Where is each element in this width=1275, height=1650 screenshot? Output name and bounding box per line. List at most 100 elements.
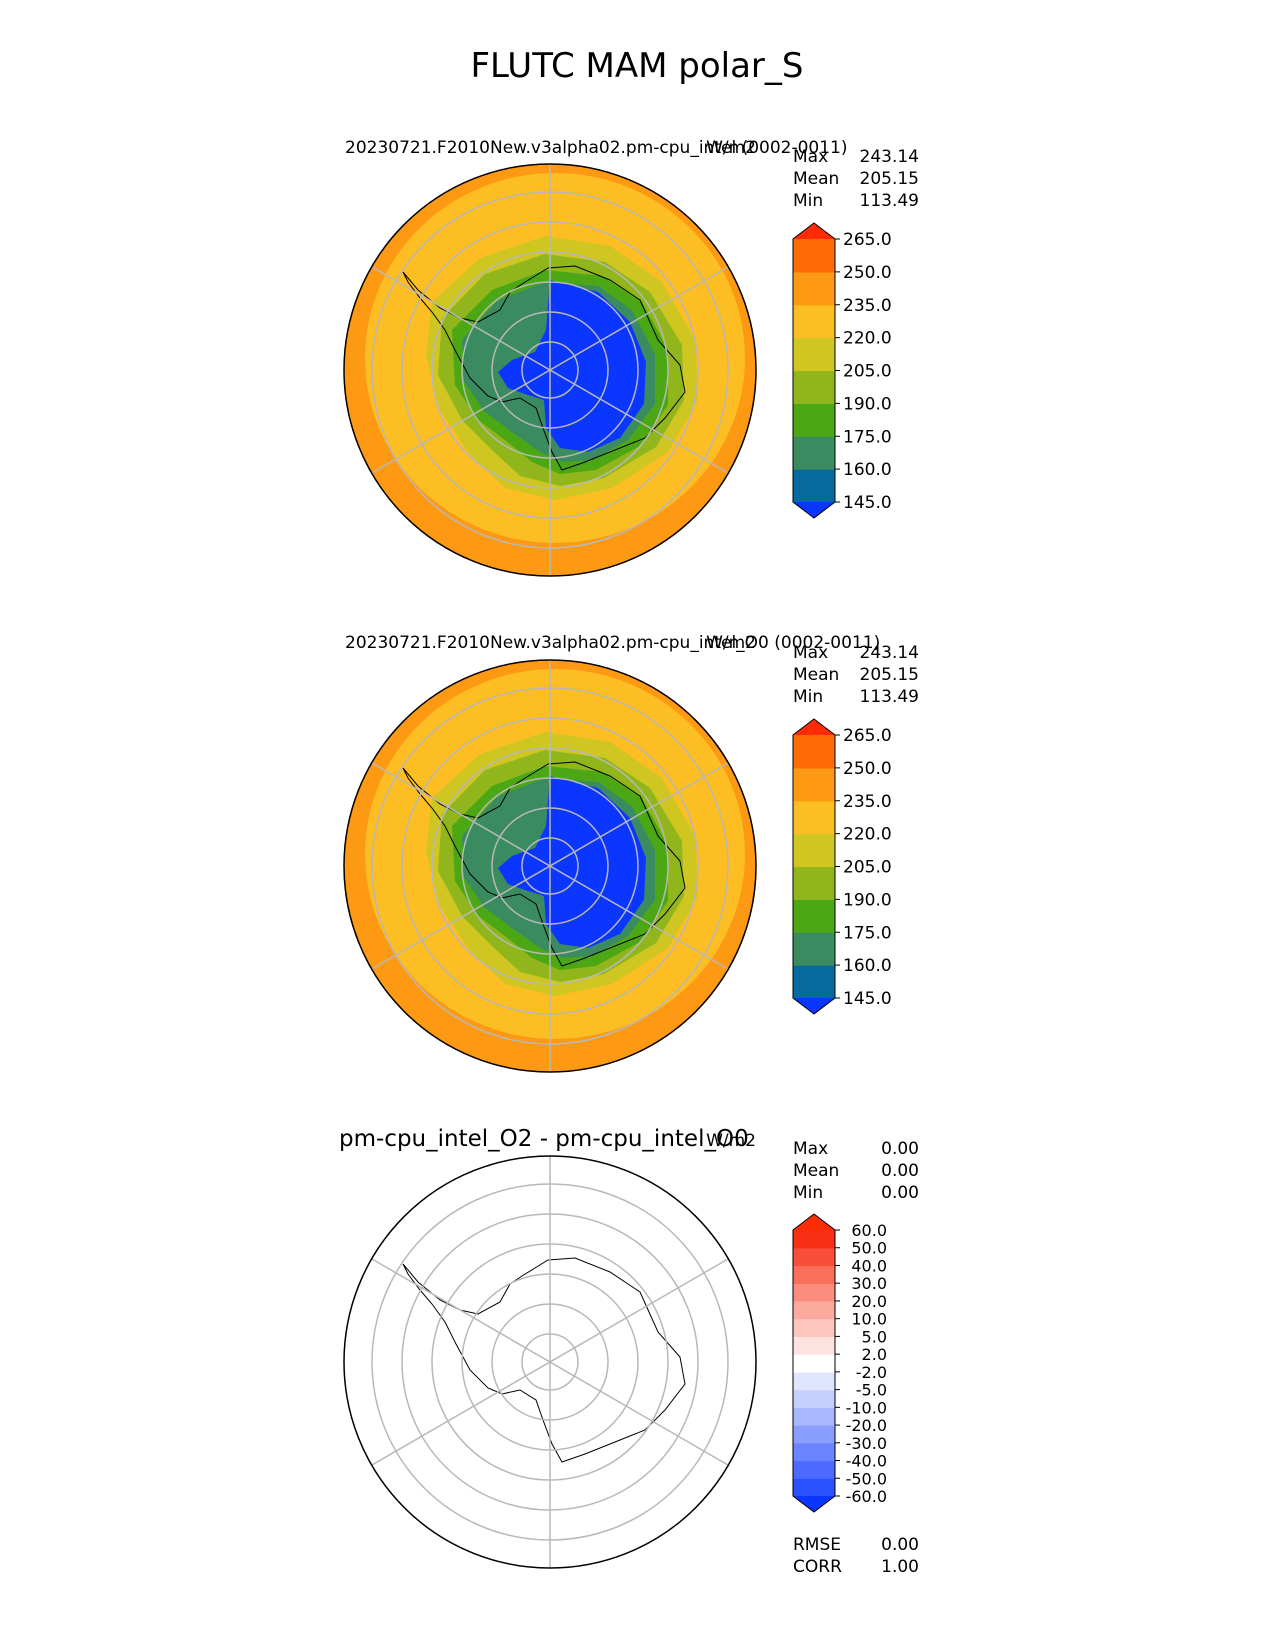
- panel-3-colorbar-bin: [793, 1389, 835, 1408]
- panel-3-colorbar-tick-label: -60.0: [846, 1487, 887, 1506]
- panel-1-colorbar-tick-label: 220.0: [843, 329, 892, 349]
- panel-2: 20230721.F2010New.v3alpha02.pm-cpu_intel…: [343, 633, 919, 1073]
- panel-1-colorbar-bin: [793, 271, 835, 306]
- panel-2-stat-mean-label: Mean: [793, 665, 839, 685]
- panel-2-stat-min-value: 113.49: [860, 687, 919, 707]
- panel-1-colorbar-tick-label: 235.0: [843, 296, 892, 316]
- panel-1-stat-max-value: 243.14: [860, 147, 919, 167]
- panel-2-colorbar-tick-label: 145.0: [843, 989, 892, 1009]
- panel-3-title: pm-cpu_intel_O2 - pm-cpu_intel_O0: [339, 1126, 749, 1152]
- panel-3-metric-rmse-label: RMSE: [793, 1535, 841, 1555]
- panel-2-stats: Max 243.14 Mean 205.15 Min 113.49: [793, 643, 919, 707]
- panel-3-colorbar-tick-label: 20.0: [851, 1292, 887, 1311]
- panel-1-colorbar-bin: [793, 304, 835, 339]
- panel-3-colorbar-tick-label: 5.0: [862, 1327, 887, 1346]
- panel-3-colorbar-tick-label: 40.0: [851, 1256, 887, 1275]
- panel-3-stat-min-label: Min: [793, 1183, 823, 1203]
- panel-3-colorbar-bin: [793, 1230, 835, 1249]
- panel-3-colorbar-tick-label: -50.0: [846, 1469, 887, 1488]
- panel-2-colorbar-bin: [793, 767, 835, 802]
- panel-2-colorbar-bin: [793, 899, 835, 933]
- panel-1-units: W/m2: [706, 138, 756, 158]
- panel-3-colorbar-bin: [793, 1265, 835, 1284]
- panel-3-colorbar-bin: [793, 1247, 835, 1267]
- panel-3-colorbar-bin: [793, 1442, 835, 1462]
- panel-1-plateau: [498, 280, 646, 452]
- panel-1-stats: Max 243.14 Mean 205.15 Min 113.49: [793, 147, 919, 211]
- panel-2-field: [344, 660, 756, 1072]
- panel-3-graticule: [371, 1156, 729, 1568]
- panel-1-coastline: [402, 265, 686, 471]
- panel-2-colorbar-tick-label: 235.0: [843, 792, 892, 812]
- panel-1-graticule: [371, 164, 729, 576]
- panel-1-colorbar-tick-label: 265.0: [843, 230, 892, 250]
- panel-1-stat-min-value: 113.49: [860, 191, 919, 211]
- panel-1-colorbar-extend-min: [793, 502, 835, 518]
- panel-3-colorbar: -60.0-50.0-40.0-30.0-20.0-10.0-5.0-2.02.…: [792, 1213, 887, 1513]
- panel-2-colorbar-bin: [793, 866, 835, 900]
- panel-2-colorbar-tick-label: 250.0: [843, 759, 892, 779]
- panel-2-graticule: [371, 660, 729, 1072]
- panel-3-colorbar-tick-label: 60.0: [851, 1221, 887, 1240]
- panel-1-colorbar-tick-label: 205.0: [843, 362, 892, 382]
- panel-1-colorbar-tick-label: 190.0: [843, 394, 892, 414]
- panel-3-colorbar-tick-label: -2.0: [856, 1363, 887, 1382]
- panel-3-metrics: RMSE 0.00 CORR 1.00: [793, 1535, 919, 1577]
- panel-3-colorbar-bin: [793, 1478, 835, 1497]
- panel-3-colorbar-bin: [793, 1371, 835, 1391]
- panel-1-colorbar-tick-label: 175.0: [843, 427, 892, 447]
- panel-1-stat-max-label: Max: [793, 147, 828, 167]
- panel-3-colorbar-bin: [793, 1354, 835, 1373]
- panel-3-metric-corr-value: 1.00: [881, 1557, 919, 1577]
- panel-3-colorbar-bin: [793, 1336, 835, 1355]
- panel-3-stat-max-label: Max: [793, 1139, 828, 1159]
- panel-2-colorbar-bin: [793, 735, 835, 769]
- panel-2-colorbar-tick-label: 160.0: [843, 956, 892, 976]
- panel-2-plateau: [498, 776, 646, 948]
- panel-1-colorbar-tick-label: 250.0: [843, 263, 892, 283]
- panel-2-colorbar-tick-label: 175.0: [843, 923, 892, 943]
- panel-3-colorbar-tick-label: 30.0: [851, 1274, 887, 1293]
- panel-2-map: [344, 660, 756, 1072]
- panel-1-title: 20230721.F2010New.v3alpha02.pm-cpu_intel…: [345, 138, 848, 158]
- panel-2-units: W/m2: [706, 633, 756, 653]
- panel-3-colorbar-tick-label: 50.0: [851, 1239, 887, 1258]
- panel-2-colorbar-extend-min: [793, 998, 835, 1014]
- panel-1-colorbar-bin: [793, 337, 835, 372]
- panel-3-colorbar-bin: [793, 1425, 835, 1444]
- panel-3-metric-rmse-value: 0.00: [881, 1535, 919, 1555]
- panel-3-colorbar-tick-label: -30.0: [846, 1434, 887, 1453]
- panel-2-colorbar-tick-label: 265.0: [843, 726, 892, 746]
- panel-3-colorbar-bin: [793, 1283, 835, 1302]
- panel-1: 20230721.F2010New.v3alpha02.pm-cpu_intel…: [343, 138, 919, 577]
- panel-2-coastline: [402, 761, 686, 967]
- panel-3-stat-max-value: 0.00: [881, 1139, 919, 1159]
- panel-3-colorbar-bin: [793, 1460, 835, 1479]
- panel-2-stat-max-label: Max: [793, 643, 828, 663]
- panel-3-stats: Max 0.00 Mean 0.00 Min 0.00: [793, 1139, 919, 1203]
- panel-1-stat-min-label: Min: [793, 191, 823, 211]
- panel-3-map: [344, 1156, 756, 1568]
- panel-3-stat-min-value: 0.00: [881, 1183, 919, 1203]
- panel-1-colorbar-bin: [793, 403, 835, 437]
- panel-3-metric-corr-label: CORR: [793, 1557, 842, 1577]
- panel-1-colorbar-extend-max: [793, 223, 835, 239]
- panel-2-colorbar-bin: [793, 800, 835, 835]
- panel-3-colorbar-tick-label: -20.0: [846, 1416, 887, 1435]
- panel-1-colorbar-tick-label: 160.0: [843, 460, 892, 480]
- panel-3-map-boundary: [343, 1155, 757, 1569]
- panel-1-stat-mean-label: Mean: [793, 169, 839, 189]
- panel-2-colorbar-tick-label: 190.0: [843, 890, 892, 910]
- panel-3-stat-mean-value: 0.00: [881, 1161, 919, 1181]
- panel-2-stat-mean-value: 205.15: [860, 665, 919, 685]
- panel-3-colorbar-extend-min: [793, 1496, 835, 1512]
- panel-2-colorbar-tick-label: 205.0: [843, 858, 892, 878]
- panel-3-colorbar-bin: [793, 1407, 835, 1426]
- panel-1-colorbar-tick-label: 145.0: [843, 493, 892, 513]
- panel-1-colorbar: 145.0 160.0 175.0 190.0 205.0 220.0 235.0 250.0…: [792, 222, 892, 519]
- panel-1-colorbar-bin: [793, 370, 835, 404]
- panel-2-colorbar: 145.0 160.0 175.0 190.0 205.0 220.0 235.0 250.0…: [792, 718, 892, 1015]
- panel-3-coastline: [402, 1257, 686, 1463]
- panel-2-colorbar-bin: [793, 932, 835, 966]
